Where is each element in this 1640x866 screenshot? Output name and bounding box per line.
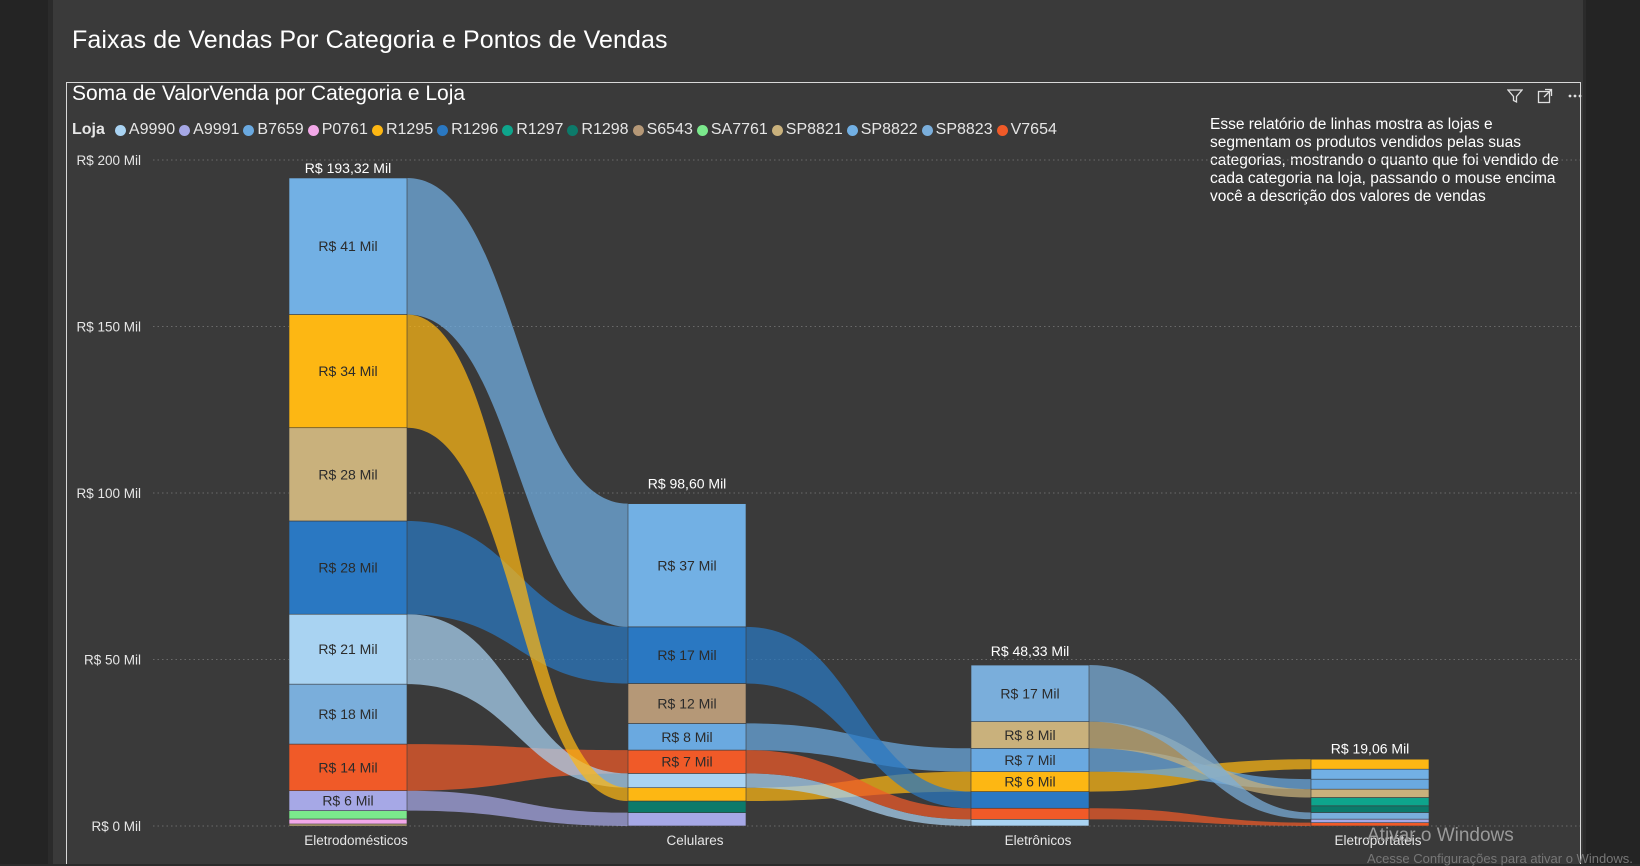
legend-item-r1298[interactable]: R1298 [567, 121, 629, 139]
right-strip [1586, 0, 1640, 864]
legend-item-r1296[interactable]: R1296 [437, 121, 498, 139]
more-options-icon[interactable] [1564, 86, 1586, 106]
legend-dot-icon [567, 124, 579, 136]
legend-item-r1295[interactable]: R1295 [371, 121, 434, 139]
focus-mode-icon[interactable] [1534, 86, 1556, 106]
legend-title: Loja [72, 121, 105, 138]
legend-label: A9991 [193, 121, 240, 138]
legend-item-v7654[interactable]: V7654 [996, 121, 1057, 139]
legend-label: B7659 [257, 121, 304, 138]
page-title: Faixas de Vendas Por Categoria e Pontos … [72, 26, 668, 54]
legend-label: SP8822 [860, 121, 918, 138]
legend-label: P0761 [321, 121, 368, 138]
legend-label: R1296 [451, 121, 499, 138]
legend-dot-icon [502, 124, 514, 136]
legend-label: R1295 [385, 121, 434, 138]
legend-dot-icon [696, 124, 708, 136]
legend-item-s6543[interactable]: S6543 [632, 121, 693, 139]
legend-item-b7659[interactable]: B7659 [243, 121, 304, 139]
legend-dot-icon [846, 124, 858, 136]
legend-dot-icon [114, 124, 126, 136]
legend-dot-icon [771, 124, 783, 136]
legend-item-sp8822[interactable]: SP8822 [846, 121, 918, 139]
legend-label: V7654 [1010, 121, 1057, 138]
legend-dot-icon [996, 124, 1008, 136]
legend-item-sa7761[interactable]: SA7761 [696, 121, 768, 139]
legend-item-a9990[interactable]: A9990 [114, 121, 176, 139]
legend-dot-icon [371, 124, 383, 136]
legend-item-r1297[interactable]: R1297 [502, 121, 563, 139]
legend-dot-icon [632, 124, 644, 136]
legend-label: S6543 [646, 121, 693, 138]
legend-label: A9990 [128, 121, 176, 138]
description-text: Esse relatório de linhas mostra as lojas… [1210, 116, 1559, 205]
visual-title: Soma de ValorVenda por Categoria e Loja [72, 82, 466, 105]
legend-item-sp8823[interactable]: SP8823 [921, 121, 993, 139]
legend-dot-icon [307, 124, 319, 136]
legend-dot-icon [243, 124, 255, 136]
windows-activation-watermark: Ativar o Windows [1367, 825, 1514, 846]
legend-item-p0761[interactable]: P0761 [307, 121, 368, 139]
legend-label: SP8821 [785, 121, 843, 138]
legend-label: R1297 [516, 121, 564, 138]
windows-activation-sub: Acesse Configurações para ativar o Windo… [1367, 851, 1633, 866]
legend-label: SA7761 [710, 121, 768, 138]
visual-header-icons [1504, 86, 1586, 106]
left-strip [0, 0, 48, 864]
legend: Loja A9990 A9991 B7659 P0761 R1295 R1296 R1297… [72, 120, 1061, 140]
legend-dot-icon [921, 124, 933, 136]
legend-item-sp8821[interactable]: SP8821 [771, 121, 843, 139]
legend-item-a9991[interactable]: A9991 [179, 121, 239, 139]
legend-label: R1298 [581, 121, 629, 138]
legend-dot-icon [437, 124, 449, 136]
filter-icon[interactable] [1504, 86, 1526, 106]
legend-label: SP8823 [935, 121, 993, 138]
legend-dot-icon [179, 124, 191, 136]
